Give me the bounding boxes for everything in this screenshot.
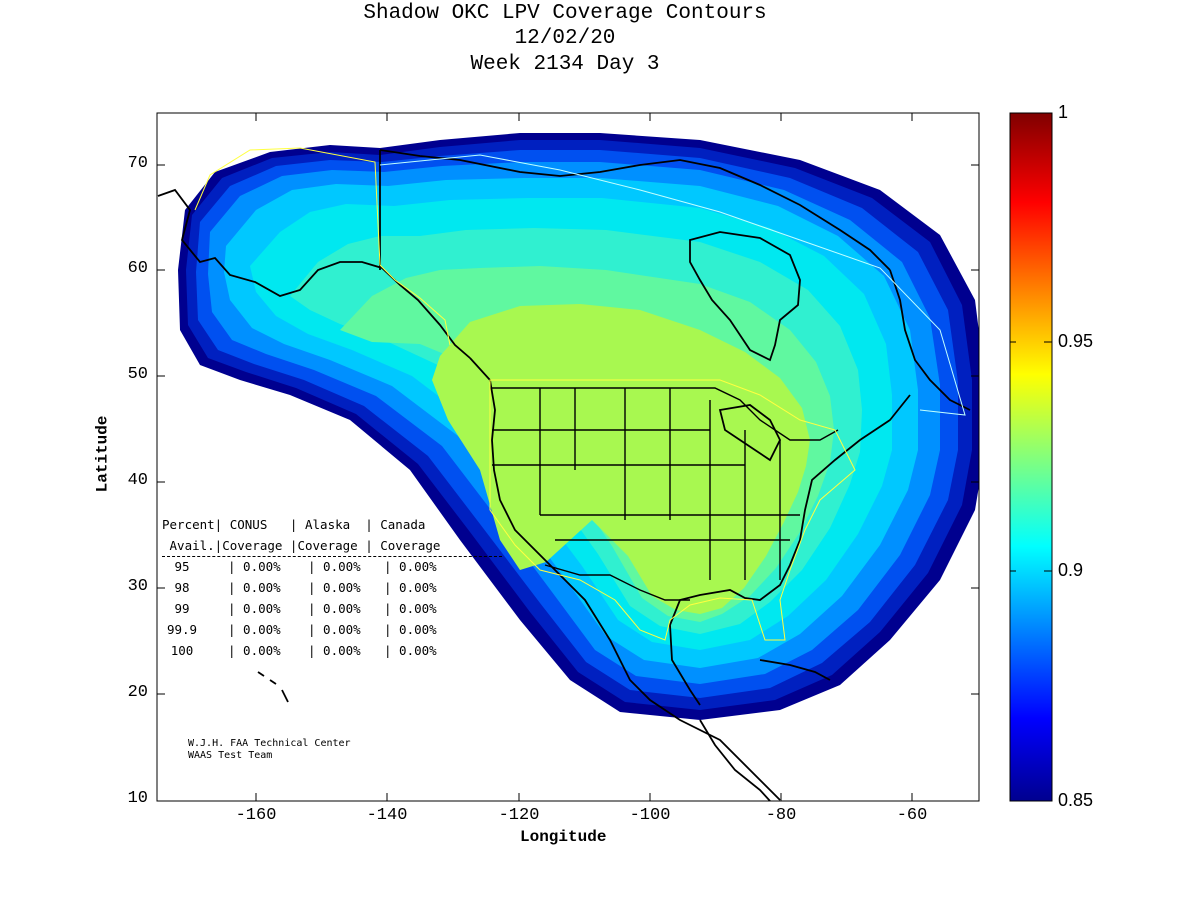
title-line-2: 12/02/20	[514, 27, 616, 50]
cuba	[759, 659, 831, 681]
state-lines-vertical	[539, 388, 781, 580]
canada-coverage-cell: | 0.00%	[384, 580, 437, 595]
percent-cell: 100	[170, 643, 194, 658]
conus-coverage-cell: | 0.00%	[228, 643, 281, 658]
x-tick-label: -160	[235, 806, 277, 825]
canada-region-outline	[379, 154, 966, 416]
conus-coverage-cell: | 0.00%	[228, 601, 281, 616]
contour-band-core	[432, 304, 810, 614]
conus-region-outline	[489, 379, 856, 641]
credit-line-2: WAAS Test Team	[188, 750, 273, 761]
y-tick-label: 20	[127, 683, 148, 702]
colorbar-tick-label: 0.95	[1058, 331, 1094, 351]
conus-coverage-cell: | 0.00%	[228, 622, 281, 637]
percent-cell: 98	[174, 580, 190, 595]
y-tick-label: 60	[127, 259, 148, 278]
table-header-1: Percent| CONUS | Alaska | Canada	[162, 517, 426, 532]
us-canada-border	[492, 387, 839, 441]
region-outlines	[194, 147, 966, 641]
conus-coverage-cell: | 0.00%	[228, 580, 281, 595]
state-lines-horizontal	[492, 429, 800, 541]
alaska-region-outline	[194, 147, 451, 346]
x-tick-label: -140	[366, 806, 408, 825]
y-tick-label: 10	[127, 789, 148, 808]
axis-ticks	[157, 113, 979, 801]
great-lakes	[718, 404, 782, 462]
colorbar-tick-label: 0.9	[1058, 560, 1084, 580]
canada-coverage-cell: | 0.00%	[384, 559, 437, 574]
colorbar	[1009, 112, 1053, 802]
colorbar-tick-label: 1	[1058, 102, 1069, 122]
title-line-1: Shadow OKC LPV Coverage Contours	[363, 2, 767, 25]
x-tick-label: -120	[498, 806, 540, 825]
x-axis-label: Longitude	[520, 828, 607, 846]
y-tick-label: 30	[127, 577, 148, 596]
credit-line-1: W.J.H. FAA Technical Center	[188, 738, 351, 749]
x-tick-label: -60	[896, 806, 928, 825]
colorbar-ticks	[1010, 341, 1052, 572]
us-state-borders	[492, 387, 839, 601]
canada-arctic-coast	[379, 149, 891, 271]
x-tick-label: -80	[765, 806, 797, 825]
alaska-coverage-cell: | 0.00%	[308, 601, 361, 616]
x-tick-label: -100	[629, 806, 671, 825]
percent-cell: 99	[174, 601, 190, 616]
alaska-coverage-cell: | 0.00%	[308, 580, 361, 595]
canada-coverage-cell: | 0.00%	[384, 643, 437, 658]
conus-coverage-cell: | 0.00%	[228, 559, 281, 574]
canada-coverage-cell: | 0.00%	[384, 622, 437, 637]
us-mexico-border	[544, 564, 690, 601]
alaska-coverage-cell: | 0.00%	[308, 559, 361, 574]
colorbar-tick-label: 0.85	[1058, 790, 1094, 810]
hudson-bay	[689, 231, 801, 362]
central-america	[699, 719, 771, 801]
title-line-3: Week 2134 Day 3	[470, 53, 660, 76]
coastlines	[157, 149, 971, 801]
y-tick-label: 50	[127, 365, 148, 384]
percent-cell: 99.9	[166, 622, 198, 637]
canada-coverage-cell: | 0.00%	[384, 601, 437, 616]
alaska-coverage-cell: | 0.00%	[308, 643, 361, 658]
hawaii	[257, 671, 289, 703]
y-tick-label: 70	[127, 154, 148, 173]
atlantic-coast	[669, 394, 911, 706]
alaska-coast	[157, 188, 471, 359]
percent-cell: 95	[174, 559, 190, 574]
table-header-2: Avail.|Coverage |Coverage | Coverage	[162, 538, 441, 553]
plot-frame	[156, 112, 980, 802]
table-divider	[162, 556, 502, 557]
alaska-coverage-cell: | 0.00%	[308, 622, 361, 637]
y-axis-label: Latitude	[93, 415, 112, 493]
labrador-coast	[889, 269, 971, 411]
y-tick-label: 40	[127, 471, 148, 490]
